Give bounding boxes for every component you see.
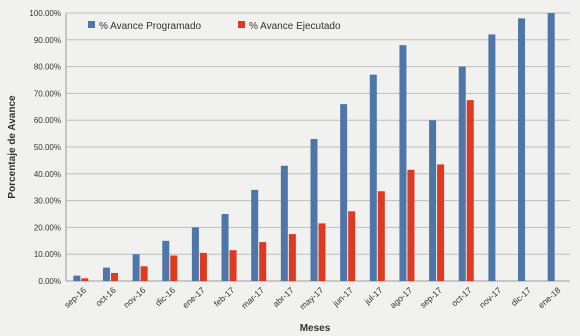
bar-programado — [280, 165, 288, 281]
x-tick-label: mar-17 — [239, 285, 266, 311]
bar-programado — [251, 189, 259, 281]
y-tick-label: 70.00% — [34, 89, 61, 98]
y-tick-label: 80.00% — [34, 63, 61, 72]
bar-programado — [488, 34, 496, 281]
y-tick-label: 30.00% — [34, 197, 61, 206]
bar-ejecutado — [377, 191, 385, 281]
y-tick-label: 10.00% — [34, 250, 61, 259]
y-axis-title: Porcentaje de Avance — [7, 95, 18, 199]
bar-ejecutado — [199, 252, 207, 281]
x-tick-label: dic-16 — [153, 285, 177, 308]
y-tick-label: 50.00% — [34, 143, 61, 152]
legend-label-ejecutado: % Avance Ejecutado — [249, 21, 341, 32]
bar-programado — [191, 227, 199, 281]
bar-ejecutado — [318, 223, 326, 281]
bar-programado — [547, 13, 555, 281]
bar-programado — [102, 267, 110, 281]
y-tick-label: 0.00% — [38, 277, 61, 286]
x-tick-label: ene-18 — [536, 285, 563, 310]
bar-ejecutado — [259, 242, 267, 281]
bar-ejecutado — [110, 272, 118, 281]
y-tick-label: 60.00% — [34, 116, 61, 125]
legend-swatch-programado — [88, 21, 95, 28]
bar-programado — [458, 66, 466, 281]
legend: % Avance Programado % Avance Ejecutado — [88, 21, 341, 32]
y-tick-labels: 0.00% 10.00% 20.00% 30.00% 40.00% 50.00% 60.00… — [29, 9, 61, 286]
x-tick-label: sep-16 — [62, 285, 88, 310]
x-tick-label: nov-17 — [477, 285, 503, 310]
y-tick-label: 40.00% — [34, 170, 61, 179]
x-tick-label: oct-17 — [449, 285, 473, 308]
x-tick-label: oct-16 — [94, 285, 118, 308]
y-tick-label: 20.00% — [34, 223, 61, 232]
bar-programado — [221, 214, 229, 281]
bar-programado — [518, 18, 526, 282]
x-axis-title: Meses — [300, 323, 331, 334]
bar-programado — [73, 275, 81, 281]
bars — [73, 13, 555, 282]
x-tick-label: abr-17 — [271, 285, 296, 309]
bar-ejecutado — [466, 100, 474, 281]
bar-programado — [340, 104, 348, 282]
x-tick-label: jun-17 — [330, 285, 355, 309]
bar-programado — [399, 45, 407, 281]
bar-ejecutado — [170, 255, 178, 281]
x-tick-label: feb-17 — [212, 285, 237, 309]
x-tick-label: may-17 — [298, 285, 326, 312]
x-tick-label: sep-17 — [418, 285, 444, 310]
bar-programado — [162, 240, 170, 281]
legend-swatch-ejecutado — [238, 21, 245, 28]
bar-ejecutado — [229, 250, 237, 281]
grid-lines — [65, 12, 570, 282]
bar-programado — [369, 74, 377, 281]
bar-ejecutado — [407, 169, 415, 281]
x-tick-label: dic-17 — [509, 285, 533, 308]
y-tick-label: 90.00% — [34, 36, 61, 45]
bar-ejecutado — [437, 164, 445, 281]
x-tick-label: ago-17 — [388, 285, 415, 310]
x-tick-label: ene-17 — [180, 285, 207, 310]
x-tick-label: nov-16 — [121, 285, 147, 310]
x-tick-labels: sep-16 oct-16 nov-16 dic-16 ene-17 feb-17 mar-… — [62, 285, 563, 312]
y-tick-label: 100.00% — [29, 9, 61, 18]
bar-programado — [429, 120, 437, 281]
bar-ejecutado — [140, 266, 148, 281]
x-tick-label: jul-17 — [362, 285, 385, 307]
legend-label-programado: % Avance Programado — [99, 21, 202, 32]
bar-ejecutado — [288, 234, 296, 281]
bar-programado — [310, 138, 318, 281]
bar-ejecutado — [81, 278, 89, 281]
bar-programado — [132, 254, 140, 281]
bar-ejecutado — [348, 211, 356, 281]
